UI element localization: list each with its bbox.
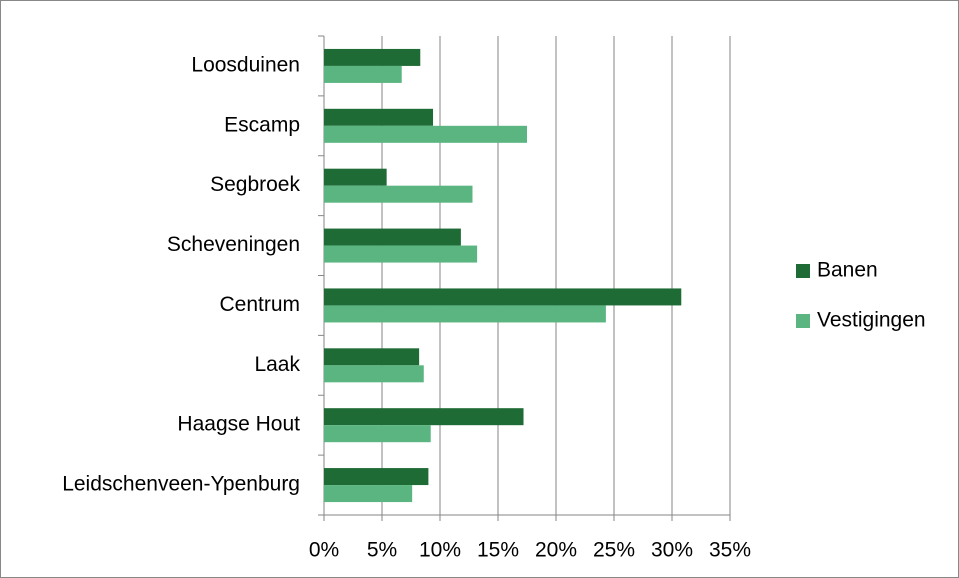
bar (324, 185, 473, 203)
bar (324, 485, 413, 503)
y-tick-label: Segbroek (210, 173, 300, 196)
bar (324, 408, 524, 426)
y-tick-label: Escamp (224, 113, 300, 136)
bar (324, 125, 527, 143)
bar (324, 65, 402, 83)
bar (324, 468, 429, 486)
x-tick-label: 10% (419, 539, 461, 562)
bar (324, 245, 478, 263)
x-tick-label: 0% (309, 539, 339, 562)
bar (324, 425, 431, 443)
y-tick-label: Loosduinen (191, 53, 300, 76)
bar (324, 48, 421, 66)
legend-swatch (796, 264, 810, 278)
x-tick-label: 15% (477, 539, 519, 562)
y-tick-label: Haagse Hout (177, 413, 300, 436)
bar (324, 228, 461, 246)
y-tick-label: Laak (254, 353, 300, 376)
y-tick-label: Centrum (219, 293, 300, 316)
bar (324, 305, 606, 323)
x-tick-label: 25% (593, 539, 635, 562)
bar (324, 168, 387, 186)
legend-label: Vestigingen (817, 309, 926, 332)
x-tick-label: 5% (367, 539, 397, 562)
y-tick-label: Scheveningen (167, 233, 300, 256)
bar (324, 365, 424, 383)
bar (324, 348, 420, 366)
legend-label: Banen (817, 259, 878, 282)
x-tick-label: 30% (651, 539, 693, 562)
bar (324, 108, 434, 126)
y-tick-label: Leidschenveen-Ypenburg (62, 473, 300, 496)
x-tick-label: 35% (709, 539, 751, 562)
bar (324, 288, 682, 306)
x-tick-label: 20% (535, 539, 577, 562)
legend-swatch (796, 314, 810, 328)
